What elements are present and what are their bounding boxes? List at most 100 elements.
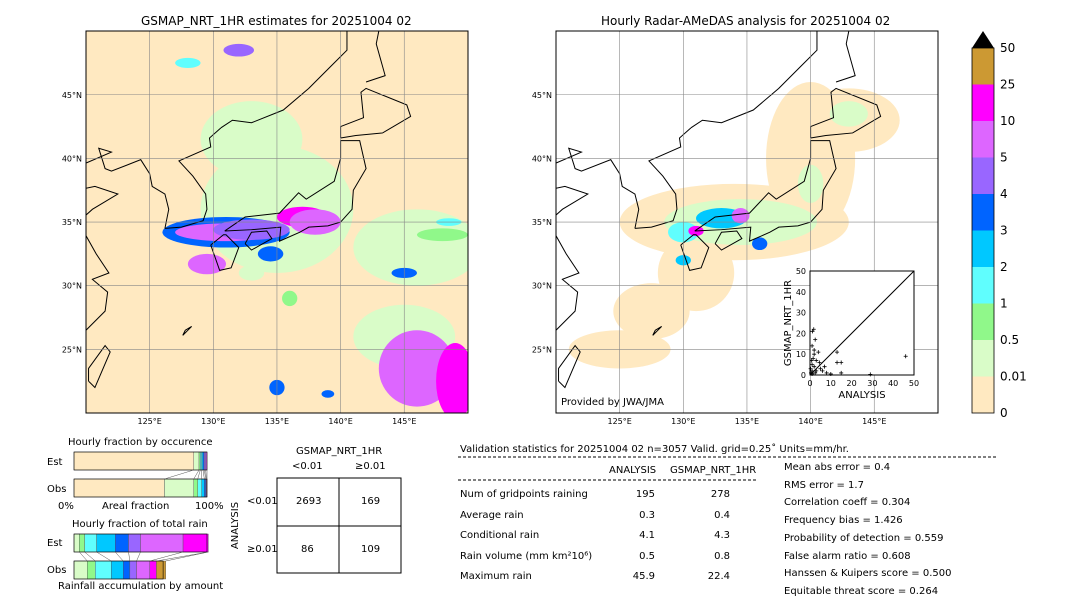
inset-x-tick: 10 (826, 379, 836, 388)
stats-header: Validation statistics for 20251004 02 n=… (460, 444, 849, 455)
contingency-col-0: <0.01 (292, 461, 323, 472)
left-coastline (365, 31, 386, 83)
fraction-segment (193, 478, 198, 498)
point-mark (835, 350, 840, 355)
fraction-connector (149, 551, 184, 562)
inset-y-tick: 0 (801, 371, 806, 380)
inset-diagonal (809, 270, 915, 376)
fraction-connector (164, 469, 194, 480)
point-mark (868, 372, 873, 377)
right-coastline (556, 147, 640, 332)
left-lon-label: 140°E (328, 417, 352, 426)
left-frame (85, 30, 469, 414)
point-mark (839, 370, 844, 375)
fraction-segment (84, 533, 97, 553)
stats-label: Num of gridpoints raining (460, 489, 588, 500)
colorbar-segment (972, 303, 994, 340)
occ-xlabel: Areal fraction (102, 501, 170, 512)
colorbar-segment (972, 267, 994, 304)
left-lat-label: 25°N (62, 345, 82, 354)
fraction-connector (205, 469, 207, 480)
point-mark (811, 327, 816, 332)
inset-x-tick: 50 (909, 379, 919, 388)
stats-g: 0.4 (714, 509, 730, 521)
rain-est-label: Est (47, 538, 63, 549)
left-coastlines (86, 31, 412, 389)
right-coastline (714, 230, 743, 251)
fraction-segment (79, 533, 85, 553)
colorbar-frame (971, 47, 995, 414)
right-coastline (835, 31, 856, 83)
point-mark (824, 370, 829, 375)
score: Correlation coeff = 0.304 (784, 497, 911, 509)
score: Hanssen & Kuipers score = 0.500 (784, 568, 952, 580)
point-mark (820, 368, 825, 373)
point-mark (812, 352, 817, 357)
fraction-connector (204, 469, 206, 480)
left-rain-area (187, 253, 227, 275)
left-rain-area (223, 43, 255, 57)
fraction-segment (96, 533, 116, 553)
point-mark (810, 343, 815, 348)
colorbar-label: 50 (1000, 41, 1015, 55)
fraction-bar-frame (73, 478, 208, 498)
point-mark (812, 348, 817, 353)
colorbar-label: 1 (1000, 297, 1008, 311)
stats-a: 0.5 (639, 550, 655, 562)
scatter-point (839, 370, 844, 375)
stats-a: 195 (635, 489, 655, 500)
rain-fraction-title: Hourly fraction of total rain (72, 519, 208, 530)
fraction-connector (197, 469, 201, 480)
fraction-segment (197, 478, 202, 498)
fraction-segment (73, 451, 194, 471)
colorbar-label: 25 (1000, 78, 1015, 92)
colorbar-label: 5 (1000, 151, 1008, 165)
inset-x-tick: 40 (888, 379, 898, 388)
right-coastlines (556, 31, 882, 389)
point-mark (903, 354, 908, 359)
right-lat-label: 40°N (532, 154, 552, 163)
scatter-point (813, 370, 818, 375)
right-rain-area (613, 283, 690, 340)
credit: Provided by JWA/JMA (561, 397, 664, 408)
fraction-segment (140, 533, 184, 553)
point-mark (814, 358, 819, 363)
scatter-point (817, 360, 822, 365)
colorbar-segment (972, 157, 994, 194)
stats-label: Average rain (460, 509, 524, 521)
scatter-point (818, 366, 823, 371)
left-rain-area (282, 290, 298, 307)
fraction-segment (164, 478, 194, 498)
left-coastline (244, 230, 273, 251)
fraction-segment (128, 533, 141, 553)
rain-xlabel: Rainfall accumulation by amount (58, 581, 224, 592)
right-lat-label: 35°N (532, 218, 552, 227)
left-lon-label: 145°E (392, 417, 416, 426)
scatter-point (822, 364, 827, 369)
right-coastline (694, 140, 837, 242)
scatter-point (835, 360, 840, 365)
fraction-connector (96, 551, 112, 562)
left-lon-label: 130°E (201, 417, 225, 426)
left-lat-label: 35°N (62, 218, 82, 227)
inset-y-tick: 30 (796, 309, 806, 318)
stats-label: Conditional rain (460, 530, 540, 541)
fraction-segment (201, 478, 205, 498)
fraction-segment (149, 560, 157, 580)
colorbar-label: 0 (1000, 406, 1008, 420)
point-mark (809, 358, 814, 363)
scatter-point (811, 356, 816, 361)
left-lat-label: 45°N (62, 91, 82, 100)
scatter-point (812, 352, 817, 357)
scatter-point (812, 364, 817, 369)
fraction-segment (73, 478, 165, 498)
fraction-segment (73, 560, 88, 580)
scatter-point (828, 371, 833, 376)
inset-x-tick: 0 (807, 379, 812, 388)
stats-col-gsmap: GSMAP_NRT_1HR (670, 465, 757, 476)
score: Frequency bias = 1.426 (784, 515, 903, 527)
left-map-title: GSMAP_NRT_1HR estimates for 20251004 02 (141, 14, 412, 28)
right-lat-label: 25°N (532, 345, 552, 354)
inset-y-tick: 50 (796, 267, 806, 276)
colorbar-segment (972, 84, 994, 121)
